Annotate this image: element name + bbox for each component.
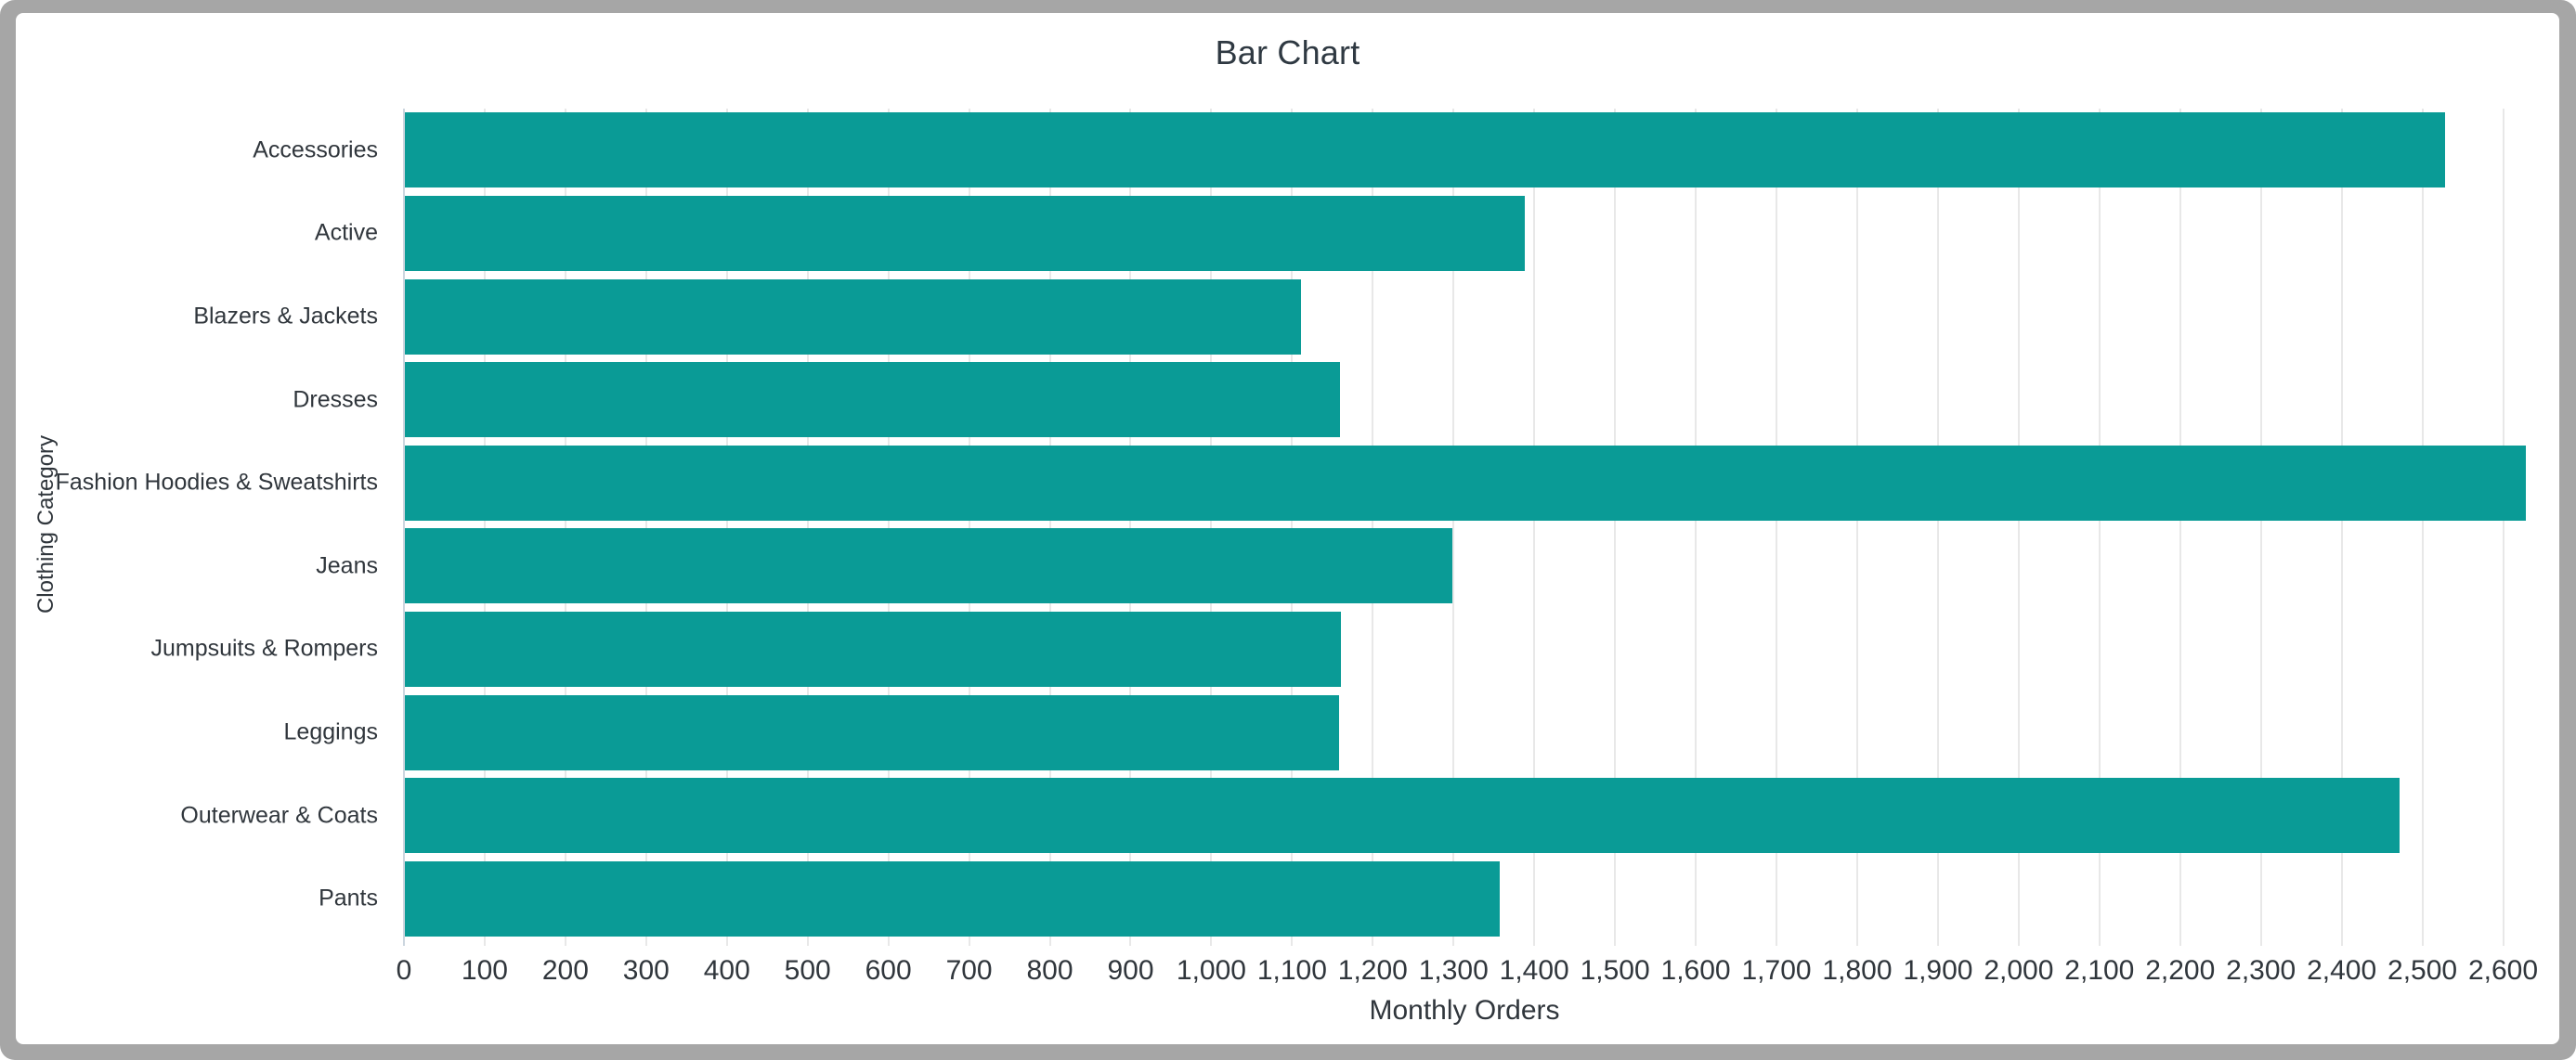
gridline [564,109,566,946]
y-axis-category-label: Outerwear & Coats [180,802,378,829]
y-axis-category-label: Fashion Hoodies & Sweatshirts [55,469,378,496]
x-axis-tick-label: 1,400 [1499,955,1569,986]
bar [405,860,1500,937]
x-axis-tick-label: 1,800 [1822,955,1893,986]
bar [405,611,1341,687]
gridline [1372,109,1374,946]
gridline [2179,109,2181,946]
x-axis-tick-label: 1,200 [1337,955,1408,986]
gridline [1614,109,1617,946]
gridline [725,109,728,946]
x-axis-tick-label: 2,400 [2307,955,2377,986]
x-axis-tick-label: 400 [703,955,750,986]
x-axis-title: Monthly Orders [1369,995,1560,1026]
bar [405,528,1452,604]
x-axis-tick-label: 2,500 [2387,955,2458,986]
y-axis-category-label: Blazers & Jackets [193,303,378,330]
x-axis-tick-label: 2,200 [2145,955,2216,986]
x-axis-tick-label: 1,900 [1903,955,1973,986]
x-axis-tick-label: 2,100 [2064,955,2135,986]
gridline [1855,109,1858,946]
gridline [1936,109,1939,946]
x-axis-tick-label: 600 [865,955,912,986]
plot-area [403,109,2526,946]
x-axis-tick-label: 2,600 [2467,955,2539,986]
gridline [2421,109,2424,946]
gridline [968,109,970,946]
bar [405,112,2446,188]
x-axis-tick-label: 1,700 [1741,955,1812,986]
y-axis-category-label: Jeans [316,552,378,579]
y-axis-category-label: Accessories [253,136,378,163]
y-axis-category-label: Dresses [293,386,378,413]
gridline [2259,109,2262,946]
bar [405,195,1525,271]
bar [405,694,1339,770]
x-axis-tick-label: 700 [945,955,993,986]
x-axis-tick-label: 1,300 [1418,955,1489,986]
bar [405,445,2526,521]
gridline [1776,109,1778,946]
bar [405,362,1340,438]
y-axis-category-label: Pants [319,885,378,911]
x-axis-tick-label: 800 [1026,955,1073,986]
gridline [806,109,809,946]
gridline [2502,109,2504,946]
x-axis-tick-label: 200 [541,955,589,986]
gridline [887,109,890,946]
x-axis-tick-label: 100 [461,955,508,986]
x-axis-tick-label: 900 [1107,955,1154,986]
x-axis-tick-label: 500 [784,955,831,986]
x-axis-tick-label: 1,000 [1176,955,1246,986]
x-axis-tick-label: 1,100 [1256,955,1327,986]
x-axis-tick-label: 1,500 [1580,955,1650,986]
gridline [1533,109,1536,946]
zero-gridline [403,109,405,946]
x-axis-tick-label: 2,300 [2226,955,2296,986]
gridline [644,109,647,946]
y-axis-category-label: Leggings [283,718,378,745]
bar [405,278,1302,355]
y-axis-category-label: Active [314,219,378,246]
gridline [2017,109,2020,946]
y-axis-title: Clothing Category [33,434,59,614]
chart-canvas: Bar Chart Clothing Category Accessories A… [16,13,2559,1044]
gridline [1048,109,1051,946]
x-axis-tick-label: 2,000 [1984,955,2054,986]
gridline [2098,109,2101,946]
gridline [1695,109,1698,946]
gridline [1291,109,1294,946]
chart-title: Bar Chart [1215,33,1360,71]
gridline [483,109,486,946]
bar [405,778,2400,854]
gridline [1129,109,1132,946]
y-axis-category-label: Jumpsuits & Rompers [150,635,378,662]
x-axis-tick-label: 300 [622,955,670,986]
gridline [1210,109,1213,946]
gridline [1452,109,1455,946]
x-axis-tick-label: 0 [396,955,412,986]
x-axis-tick-label: 1,600 [1660,955,1731,986]
gridline [2340,109,2343,946]
